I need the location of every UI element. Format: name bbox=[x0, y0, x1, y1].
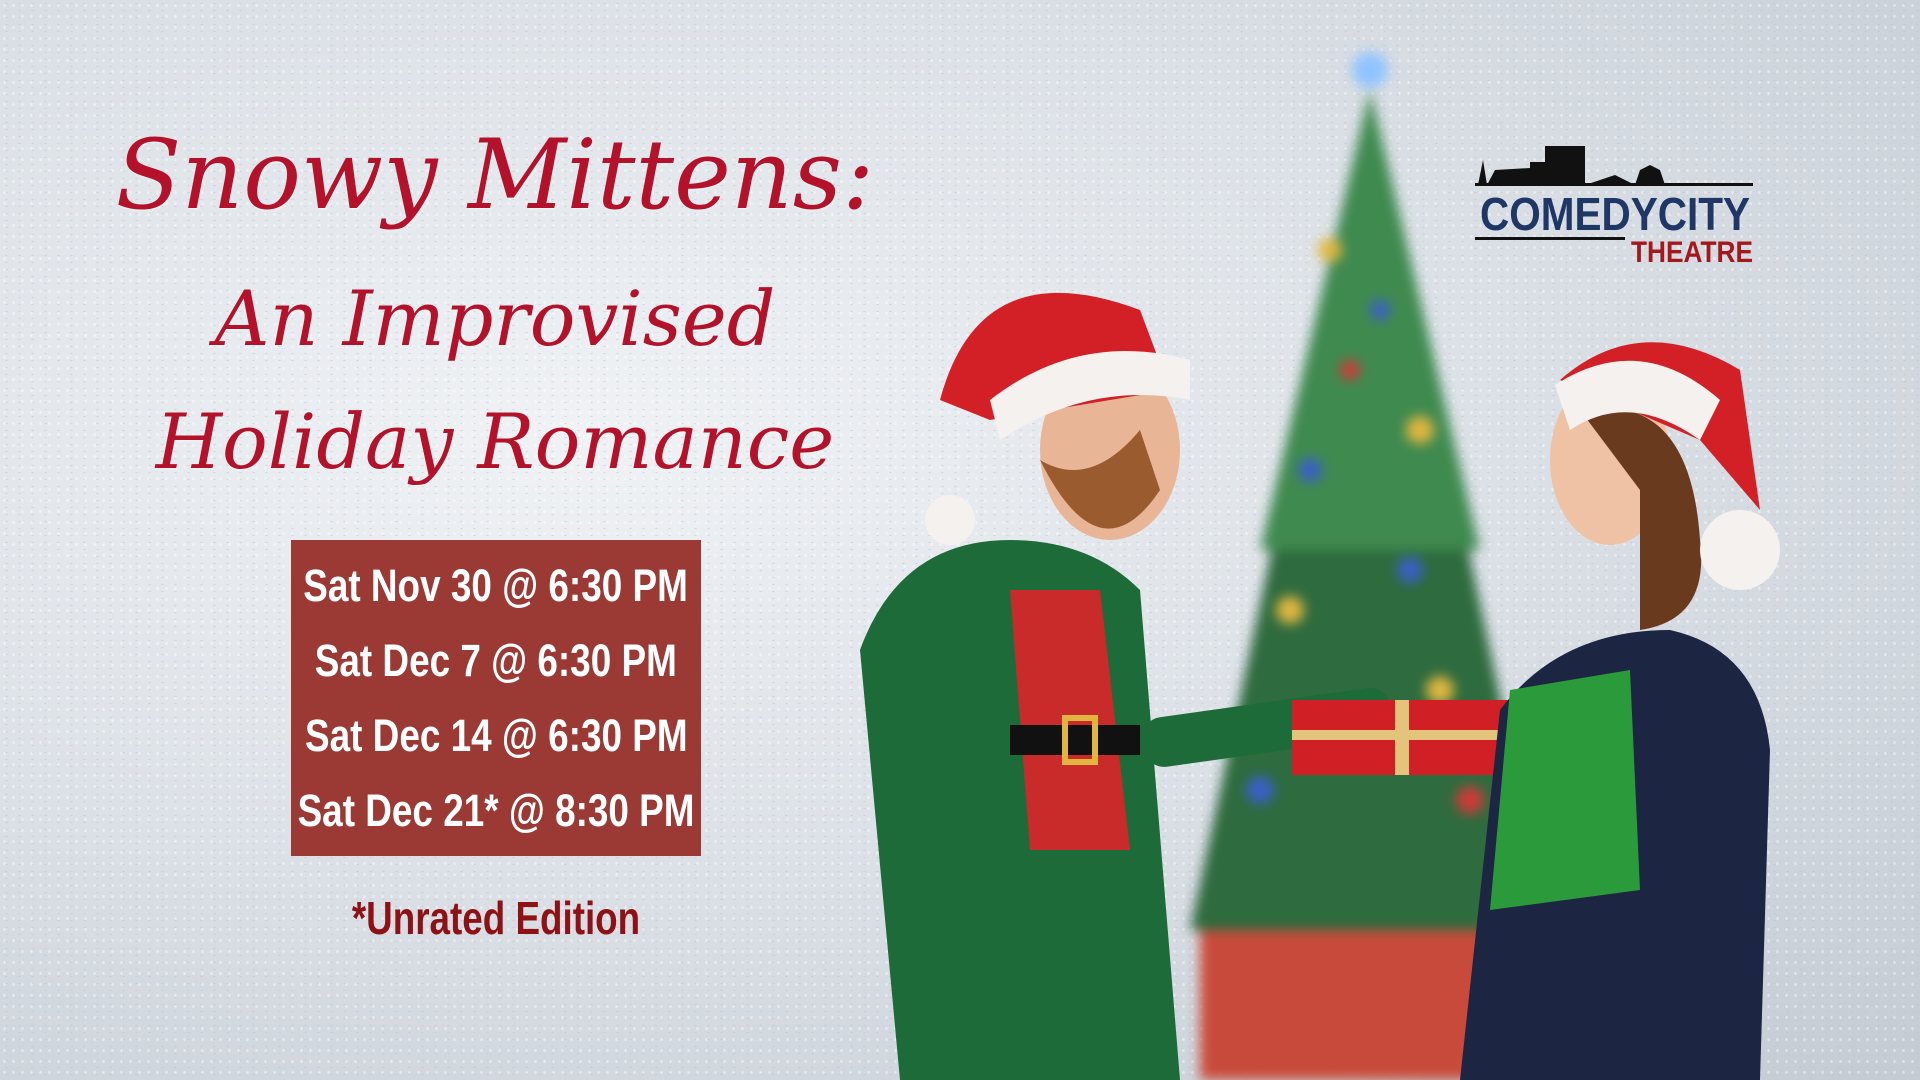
showtime: Sat Nov 30 @ 6:30 PM bbox=[303, 559, 689, 611]
showtime: Sat Dec 7 @ 6:30 PM bbox=[314, 634, 678, 686]
showtime: Sat Dec 14 @ 6:30 PM bbox=[304, 709, 688, 761]
showtime: Sat Dec 21* @ 8:30 PM bbox=[297, 784, 695, 836]
couple-exchanging-gift-image bbox=[860, 292, 1780, 1080]
skyline-icon bbox=[1478, 146, 1665, 185]
comedycity-theatre-logo: COMEDYCITY THEATRE bbox=[1475, 146, 1753, 265]
showtimes-box: Sat Nov 30 @ 6:30 PM Sat Dec 7 @ 6:30 PM… bbox=[291, 540, 701, 856]
logo-sub: THEATRE bbox=[1631, 236, 1753, 265]
title-line-2: An Improvised bbox=[214, 274, 776, 363]
unrated-note: *Unrated Edition bbox=[351, 892, 641, 944]
logo-name: COMEDYCITY bbox=[1480, 188, 1750, 240]
title-line-1: Snowy Mittens: bbox=[115, 119, 875, 231]
title-line-3: Holiday Romance bbox=[155, 397, 835, 486]
